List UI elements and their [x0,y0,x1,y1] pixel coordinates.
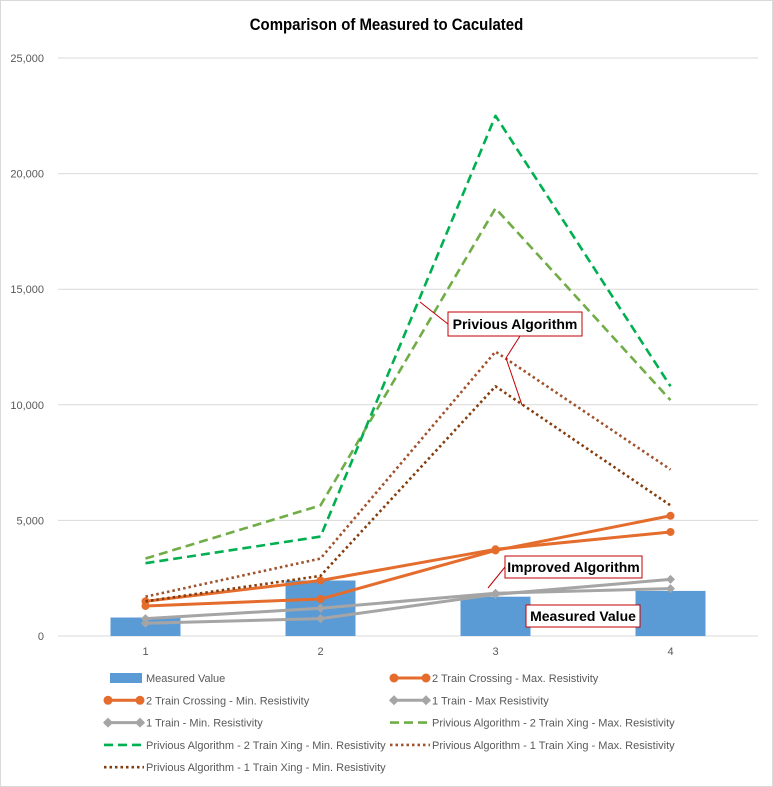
data-point [141,618,150,628]
data-point [316,614,325,624]
y-tick-label: 15,000 [10,284,44,296]
y-tick-label: 10,000 [10,400,44,412]
series-line [145,206,672,560]
y-tick-label: 0 [38,631,44,643]
series-line [145,385,672,603]
legend-marker [103,695,113,705]
callout-leader [505,357,523,406]
callout-privious-algorithm-box [447,311,583,337]
data-point [666,527,675,536]
legend-marker [135,695,145,705]
callout-measured-value-text: Measured Value [530,608,636,624]
callout-measured-value-box [525,604,641,628]
data-point [666,574,675,584]
data-point [316,576,325,585]
series-line [145,514,671,608]
legend-marker [103,717,113,728]
legend-label: Privious Algorithm - 2 Train Xing - Min.… [146,740,386,752]
series-line [145,530,671,603]
data-point [316,595,325,604]
data-point [666,511,675,520]
legend-label: 2 Train Crossing - Max. Resistivity [432,673,599,685]
legend-marker [421,695,431,706]
legend-marker [389,673,399,683]
data-point [316,603,325,613]
legend-label: 2 Train Crossing - Min. Resistivity [146,695,310,707]
y-tick-label: 5,000 [16,515,44,527]
data-point [491,588,500,598]
legend-marker [421,673,431,683]
legend-marker [389,695,399,706]
legend-label: 1 Train - Max Resistivity [432,695,549,707]
chart-title: Comparison of Measured to Caculated [249,15,524,34]
callout-privious-algorithm-text: Privious Algorithm [453,316,578,332]
callout-leader [487,566,506,589]
legend-marker [135,717,145,728]
bar [635,590,706,636]
callout-improved-algorithm-text: Improved Algorithm [507,559,640,575]
legend-label: 1 Train - Min. Resistivity [146,718,263,730]
x-tick-label: 1 [142,646,148,658]
legend-label: Privious Algorithm - 1 Train Xing - Min.… [146,762,386,774]
data-point [141,614,150,624]
x-tick-label: 3 [492,646,498,658]
series-line [145,350,672,598]
y-tick-label: 20,000 [10,169,44,181]
legend-label: Measured Value [146,673,225,685]
y-tick-label: 25,000 [10,53,44,65]
series-line [145,587,671,621]
callout-improved-algorithm-box [504,555,643,579]
legend-swatch [110,673,142,683]
callout-leader [419,301,449,325]
x-tick-label: 2 [317,646,323,658]
bar [460,596,531,636]
data-point [666,584,675,594]
x-tick-label: 4 [667,646,673,658]
callout-leader [505,335,521,359]
legend-label: Privious Algorithm - 2 Train Xing - Max.… [432,718,675,730]
series-line [145,114,672,565]
series-line [145,577,671,625]
data-point [491,545,500,554]
legend-label: Privious Algorithm - 1 Train Xing - Max.… [432,740,675,752]
